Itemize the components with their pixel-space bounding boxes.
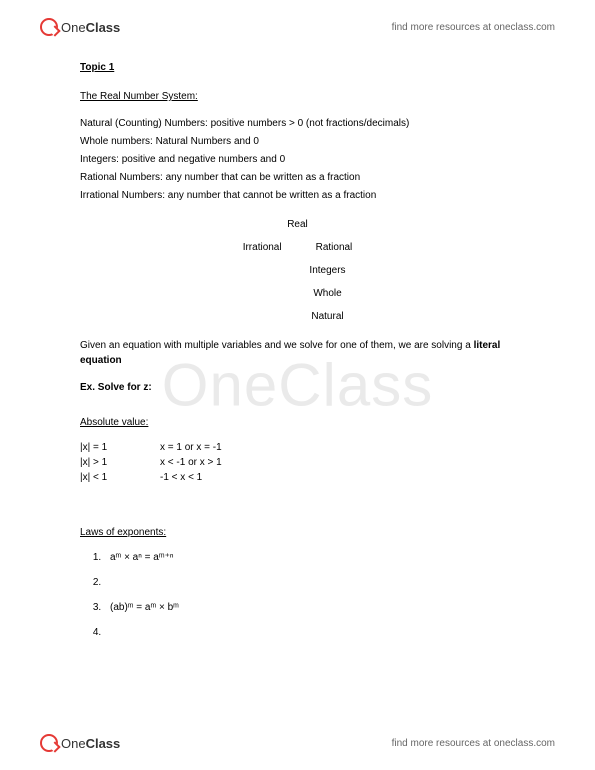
abs-r1c2: x = 1 or x = -1 <box>160 440 222 455</box>
logo-icon <box>40 734 58 752</box>
abs-r3c1: |x| < 1 <box>80 470 160 485</box>
document-body: Topic 1 The Real Number System: Natural … <box>0 0 595 710</box>
logo-class-footer: Class <box>86 736 121 751</box>
logo-text-footer: OneClass <box>61 736 120 751</box>
laws-of-exponents-title: Laws of exponents: <box>80 525 515 540</box>
def-natural: Natural (Counting) Numbers: positive num… <box>80 116 515 131</box>
abs-r1c1: |x| = 1 <box>80 440 160 455</box>
tree-whole: Whole <box>80 286 515 301</box>
number-hierarchy-tree: Real Irrational Rational Integers Whole … <box>80 217 515 324</box>
law-1: aᵐ × aⁿ = aᵐ⁺ⁿ <box>104 550 515 565</box>
page-footer: OneClass find more resources at oneclass… <box>0 734 595 752</box>
def-integers: Integers: positive and negative numbers … <box>80 152 515 167</box>
absolute-value-table: |x| = 1 x = 1 or x = -1 |x| > 1 x < -1 o… <box>80 440 515 485</box>
tree-integers: Integers <box>80 263 515 278</box>
example-label: Ex. Solve for z: <box>80 380 515 395</box>
law-2 <box>104 575 515 590</box>
law-3: (ab)ᵐ = aᵐ × bᵐ <box>104 600 515 615</box>
tree-irrational: Irrational <box>243 240 282 255</box>
tree-real: Real <box>80 217 515 232</box>
abs-r3c2: -1 < x < 1 <box>160 470 202 485</box>
laws-list: aᵐ × aⁿ = aᵐ⁺ⁿ (ab)ᵐ = aᵐ × bᵐ <box>80 550 515 640</box>
def-irrational: Irrational Numbers: any number that cann… <box>80 188 515 203</box>
topic-heading: Topic 1 <box>80 60 515 75</box>
abs-row-3: |x| < 1 -1 < x < 1 <box>80 470 515 485</box>
abs-r2c1: |x| > 1 <box>80 455 160 470</box>
abs-r2c2: x < -1 or x > 1 <box>160 455 222 470</box>
literal-equation-text: Given an equation with multiple variable… <box>80 338 515 368</box>
absolute-value-title: Absolute value: <box>80 415 515 430</box>
abs-row-1: |x| = 1 x = 1 or x = -1 <box>80 440 515 455</box>
example-label-text: Ex. Solve for z: <box>80 382 152 393</box>
def-rational: Rational Numbers: any number that can be… <box>80 170 515 185</box>
section-real-number-title: The Real Number System: <box>80 89 515 104</box>
def-whole: Whole numbers: Natural Numbers and 0 <box>80 134 515 149</box>
abs-row-2: |x| > 1 x < -1 or x > 1 <box>80 455 515 470</box>
law-4 <box>104 625 515 640</box>
definitions-block: Natural (Counting) Numbers: positive num… <box>80 116 515 203</box>
footer-link[interactable]: find more resources at oneclass.com <box>392 738 555 749</box>
tree-rational: Rational <box>316 240 353 255</box>
tree-natural: Natural <box>80 309 515 324</box>
brand-logo-footer: OneClass <box>40 734 120 752</box>
literal-text-a: Given an equation with multiple variable… <box>80 340 474 351</box>
logo-one-footer: One <box>61 736 86 751</box>
